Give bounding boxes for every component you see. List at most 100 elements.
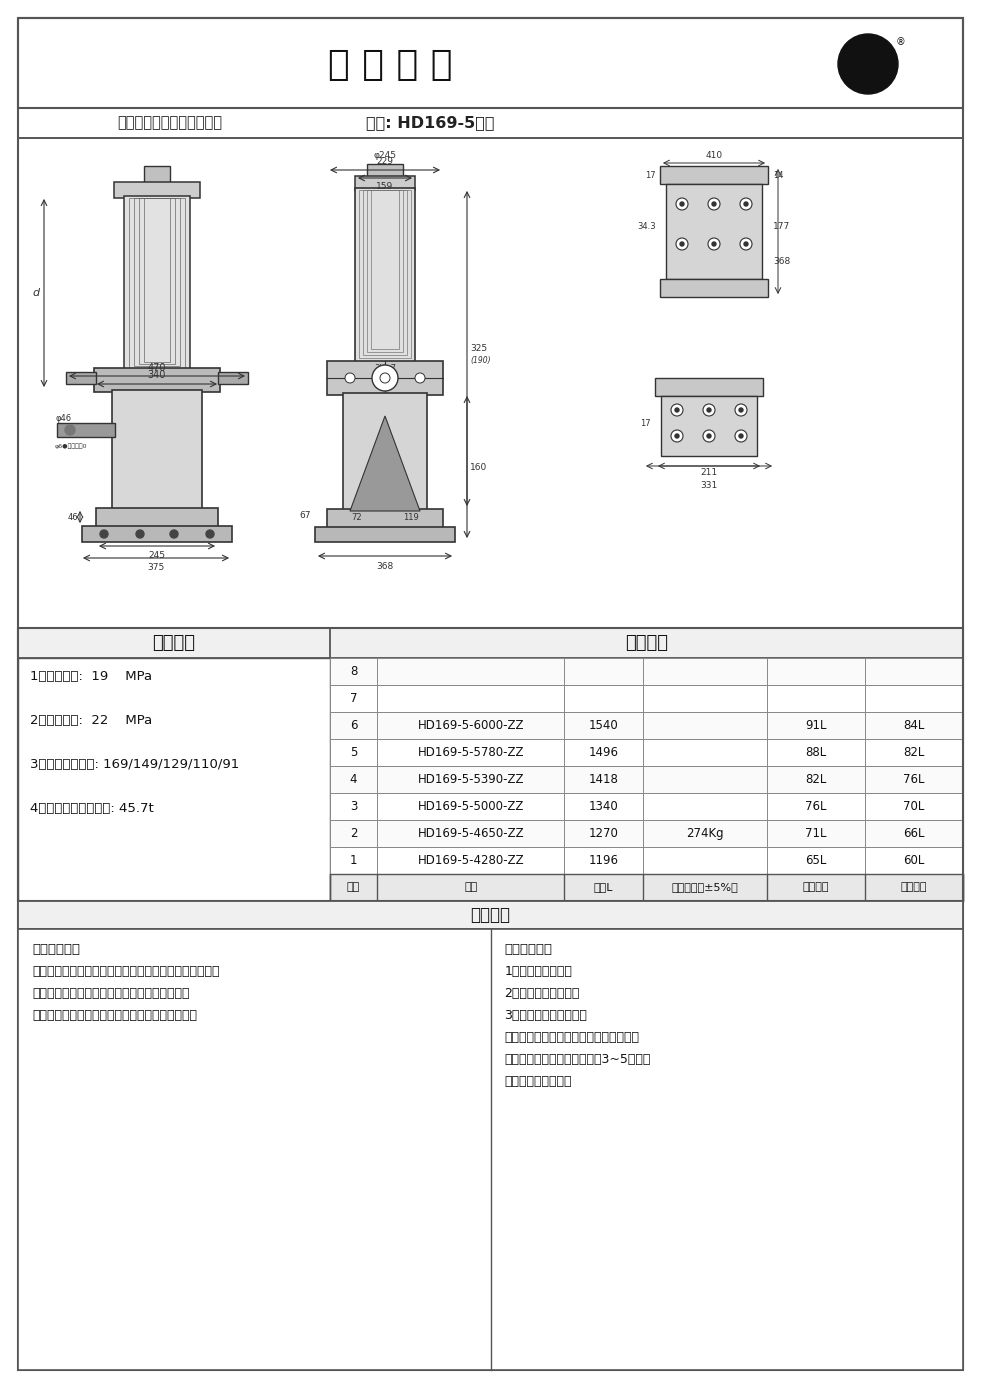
Polygon shape xyxy=(350,416,420,511)
Text: 159: 159 xyxy=(377,182,393,192)
Bar xyxy=(57,423,115,437)
Circle shape xyxy=(372,365,398,391)
Text: 46: 46 xyxy=(68,512,78,522)
Bar xyxy=(355,187,415,364)
Circle shape xyxy=(707,434,711,439)
Text: 系列: HD169-5系列: 系列: HD169-5系列 xyxy=(366,115,494,130)
Text: φ245: φ245 xyxy=(374,151,396,160)
Circle shape xyxy=(744,203,748,205)
Text: 前置式液压缸（双铰轴式）: 前置式液压缸（双铰轴式） xyxy=(118,115,223,130)
Circle shape xyxy=(740,237,752,250)
Circle shape xyxy=(740,198,752,210)
Bar xyxy=(367,164,403,178)
Text: 技术参数: 技术参数 xyxy=(152,634,195,652)
Text: HD169-5-5780-ZZ: HD169-5-5780-ZZ xyxy=(418,745,524,759)
Text: 1340: 1340 xyxy=(589,799,619,813)
Bar xyxy=(94,368,220,391)
Bar xyxy=(139,198,175,364)
Circle shape xyxy=(380,373,390,383)
Circle shape xyxy=(838,33,898,94)
Text: 总体容积: 总体容积 xyxy=(802,883,829,892)
Text: 331: 331 xyxy=(700,482,718,490)
Text: 211: 211 xyxy=(700,468,717,477)
Circle shape xyxy=(712,242,716,246)
Text: 注意事项二：: 注意事项二： xyxy=(504,942,552,956)
Circle shape xyxy=(671,404,683,416)
Text: φ46: φ46 xyxy=(56,414,73,422)
Text: 注意事项: 注意事项 xyxy=(470,906,510,924)
Text: HD169-5-5390-ZZ: HD169-5-5390-ZZ xyxy=(418,773,524,786)
Text: 84L: 84L xyxy=(904,719,925,731)
Text: HD169-5-6000-ZZ: HD169-5-6000-ZZ xyxy=(418,719,524,731)
Text: 序号: 序号 xyxy=(347,883,360,892)
Text: 8: 8 xyxy=(350,665,357,677)
Text: 177: 177 xyxy=(773,222,791,230)
Text: 67: 67 xyxy=(299,511,311,520)
Circle shape xyxy=(671,430,683,441)
Text: 71L: 71L xyxy=(805,827,827,840)
Circle shape xyxy=(680,242,684,246)
Bar xyxy=(330,686,963,712)
Text: 3Xφ7: 3Xφ7 xyxy=(374,364,396,372)
Bar xyxy=(124,196,190,371)
Bar xyxy=(330,847,963,874)
Bar xyxy=(315,527,455,541)
Bar xyxy=(371,190,399,348)
Text: 型号: 型号 xyxy=(464,883,478,892)
Circle shape xyxy=(206,530,214,539)
Bar xyxy=(218,372,248,384)
Text: 4、理论最大缸径推力: 45.7t: 4、理论最大缸径推力: 45.7t xyxy=(30,801,154,815)
Circle shape xyxy=(739,408,743,412)
Text: 液压缸仅作为举升机构用，不可将液压缸作稳定支撑使用
无论何时液压缸不得在超载、偏载状况下工作。
工作压力由实际使用状态决定，切勿超过最大压力: 液压缸仅作为举升机构用，不可将液压缸作稳定支撑使用 无论何时液压缸不得在超载、偏… xyxy=(32,965,220,1022)
Text: 410: 410 xyxy=(705,151,723,160)
Bar xyxy=(18,627,963,658)
Text: ®: ® xyxy=(896,37,905,47)
Text: 14: 14 xyxy=(773,171,784,179)
Bar xyxy=(96,508,218,527)
Text: 规格型号: 规格型号 xyxy=(625,634,668,652)
Circle shape xyxy=(65,425,75,434)
Circle shape xyxy=(676,198,688,210)
Bar xyxy=(82,526,232,541)
Text: 2、最大压力:  22    MPa: 2、最大压力: 22 MPa xyxy=(30,713,152,726)
Text: d: d xyxy=(33,287,40,298)
Text: 5: 5 xyxy=(350,745,357,759)
Text: 1418: 1418 xyxy=(589,773,619,786)
Text: φ6●参照对象0: φ6●参照对象0 xyxy=(55,443,87,448)
Bar xyxy=(330,712,963,738)
Bar xyxy=(363,190,407,355)
Circle shape xyxy=(170,530,178,539)
Bar xyxy=(655,378,763,396)
Bar xyxy=(327,361,443,396)
Bar xyxy=(330,658,963,686)
Text: 160: 160 xyxy=(470,462,488,472)
Bar xyxy=(359,190,411,358)
Circle shape xyxy=(744,242,748,246)
Bar xyxy=(355,176,415,190)
Text: 60L: 60L xyxy=(904,854,925,868)
Circle shape xyxy=(707,408,711,412)
Bar xyxy=(330,738,963,766)
Bar xyxy=(660,167,768,185)
Text: 7: 7 xyxy=(350,693,357,705)
Text: 参考重量（±5%）: 参考重量（±5%） xyxy=(672,883,739,892)
Text: 245: 245 xyxy=(148,551,166,559)
Bar xyxy=(18,108,963,137)
Text: 高度L: 高度L xyxy=(594,883,613,892)
Text: 65L: 65L xyxy=(805,854,826,868)
Bar xyxy=(18,658,330,901)
Text: 82L: 82L xyxy=(904,745,925,759)
Text: 1270: 1270 xyxy=(589,827,619,840)
Bar xyxy=(367,190,403,353)
Text: 70L: 70L xyxy=(904,799,925,813)
Circle shape xyxy=(676,237,688,250)
Circle shape xyxy=(735,404,747,416)
Circle shape xyxy=(703,430,715,441)
Text: HD169-5-4650-ZZ: HD169-5-4650-ZZ xyxy=(417,827,524,840)
Circle shape xyxy=(735,430,747,441)
Text: 470: 470 xyxy=(148,364,166,373)
Circle shape xyxy=(415,373,425,383)
Text: 注意事项一：: 注意事项一： xyxy=(32,942,80,956)
Bar xyxy=(129,198,185,368)
Text: 72: 72 xyxy=(351,514,362,522)
